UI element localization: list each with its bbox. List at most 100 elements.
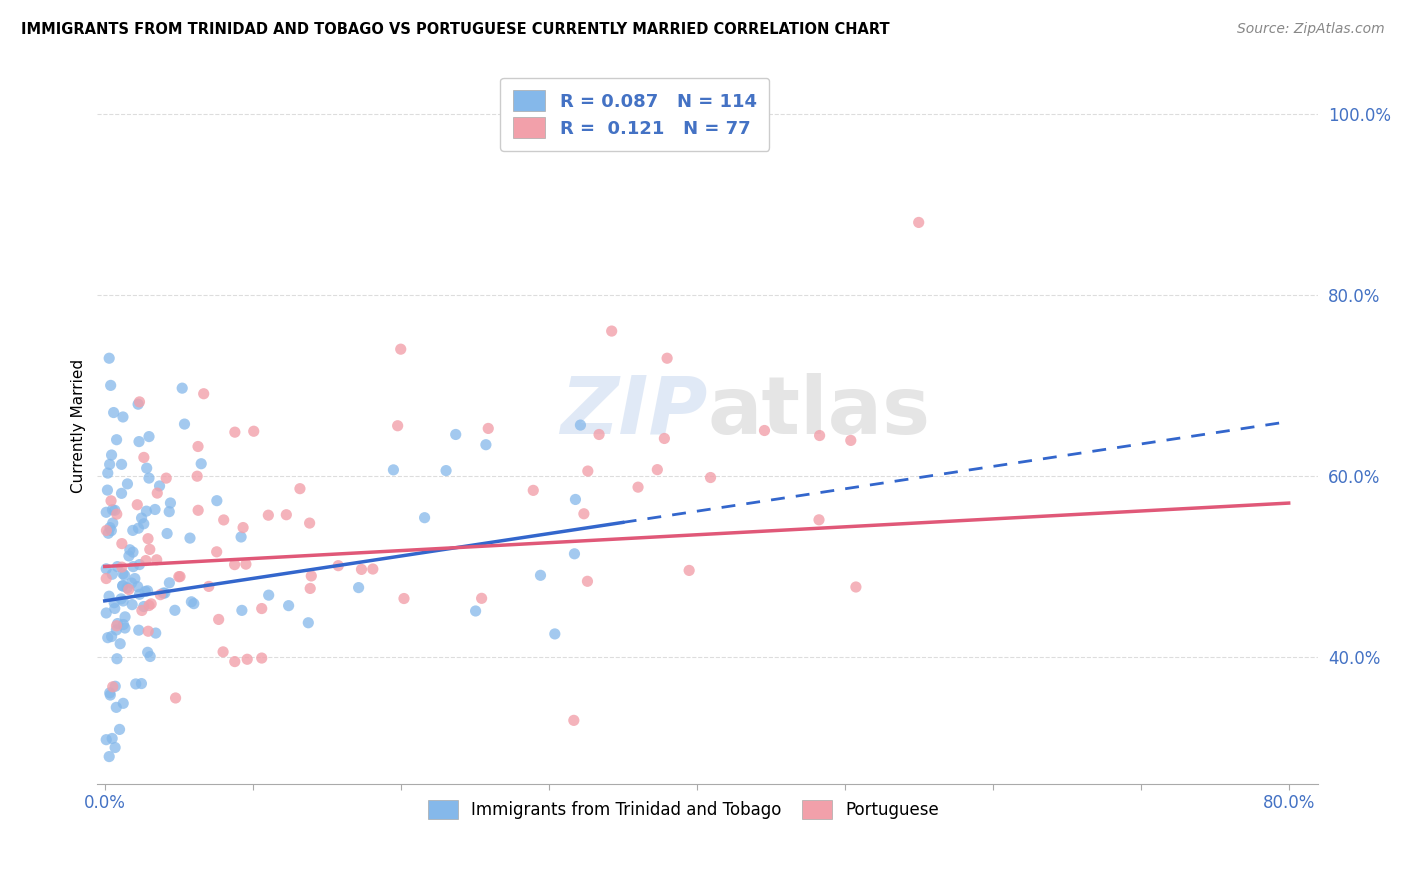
Point [105, 619, 128, 633]
Point [121, 576, 143, 591]
Point [808, 428, 831, 442]
Point [544, 627, 567, 641]
Point [98, 589, 121, 603]
Point [103, 405, 125, 419]
Point [118, 549, 141, 563]
Point [108, 723, 131, 737]
Point [101, 567, 124, 582]
Point [231, 603, 253, 617]
Point [101, 680, 124, 694]
Y-axis label: Currently Married: Currently Married [72, 359, 86, 493]
Point [572, 507, 595, 521]
Point [235, 557, 257, 571]
Point [288, 482, 311, 496]
Point [148, 479, 170, 493]
Point [128, 623, 150, 637]
Point [96, 505, 118, 519]
Point [134, 584, 156, 599]
Point [136, 532, 159, 546]
Point [96, 732, 118, 747]
Point [183, 597, 205, 611]
Point [138, 429, 160, 443]
Point [569, 418, 592, 433]
Point [576, 574, 599, 589]
Point [471, 591, 494, 606]
Point [122, 545, 145, 559]
Point [157, 505, 180, 519]
Point [187, 440, 209, 454]
Point [132, 450, 155, 465]
Point [138, 471, 160, 485]
Point [180, 595, 202, 609]
Point [112, 617, 135, 632]
Point [111, 536, 134, 550]
Point [224, 655, 246, 669]
Point [101, 516, 124, 530]
Point [128, 395, 150, 409]
Point [128, 434, 150, 449]
Point [475, 438, 498, 452]
Point [127, 580, 149, 594]
Point [529, 568, 551, 582]
Point [117, 476, 139, 491]
Point [105, 433, 128, 447]
Point [100, 378, 122, 392]
Point [127, 498, 149, 512]
Point [108, 637, 131, 651]
Point [564, 547, 586, 561]
Point [128, 587, 150, 601]
Point [205, 493, 228, 508]
Point [205, 545, 228, 559]
Text: IMMIGRANTS FROM TRINIDAD AND TOBAGO VS PORTUGUESE CURRENTLY MARRIED CORRELATION : IMMIGRANTS FROM TRINIDAD AND TOBAGO VS P… [21, 22, 890, 37]
Point [104, 601, 127, 615]
Point [100, 524, 122, 538]
Point [190, 457, 212, 471]
Point [173, 417, 195, 431]
Point [103, 596, 125, 610]
Point [179, 531, 201, 545]
Point [105, 559, 128, 574]
Point [193, 386, 215, 401]
Point [105, 652, 128, 666]
Point [172, 381, 194, 395]
Point [562, 714, 585, 728]
Point [678, 563, 700, 577]
Point [115, 581, 138, 595]
Point [297, 615, 319, 630]
Point [156, 526, 179, 541]
Point [97, 631, 120, 645]
Point [754, 424, 776, 438]
Point [224, 425, 246, 439]
Point [236, 652, 259, 666]
Point [361, 562, 384, 576]
Point [98, 458, 121, 472]
Point [212, 645, 235, 659]
Point [105, 700, 128, 714]
Point [96, 572, 118, 586]
Point [114, 568, 136, 582]
Point [444, 427, 467, 442]
Point [699, 470, 721, 484]
Point [277, 599, 299, 613]
Point [139, 542, 162, 557]
Point [149, 588, 172, 602]
Point [276, 508, 298, 522]
Point [121, 598, 143, 612]
Point [112, 696, 135, 710]
Point [907, 215, 929, 229]
Point [104, 679, 127, 693]
Point [242, 424, 264, 438]
Point [101, 502, 124, 516]
Point [165, 690, 187, 705]
Point [128, 558, 150, 572]
Point [347, 581, 370, 595]
Point [143, 502, 166, 516]
Point [100, 493, 122, 508]
Point [111, 409, 134, 424]
Legend: Immigrants from Trinidad and Tobago, Portuguese: Immigrants from Trinidad and Tobago, Por… [422, 793, 945, 825]
Point [98, 520, 121, 534]
Text: ZIP: ZIP [561, 373, 707, 450]
Point [98, 749, 121, 764]
Point [104, 503, 127, 517]
Point [157, 575, 180, 590]
